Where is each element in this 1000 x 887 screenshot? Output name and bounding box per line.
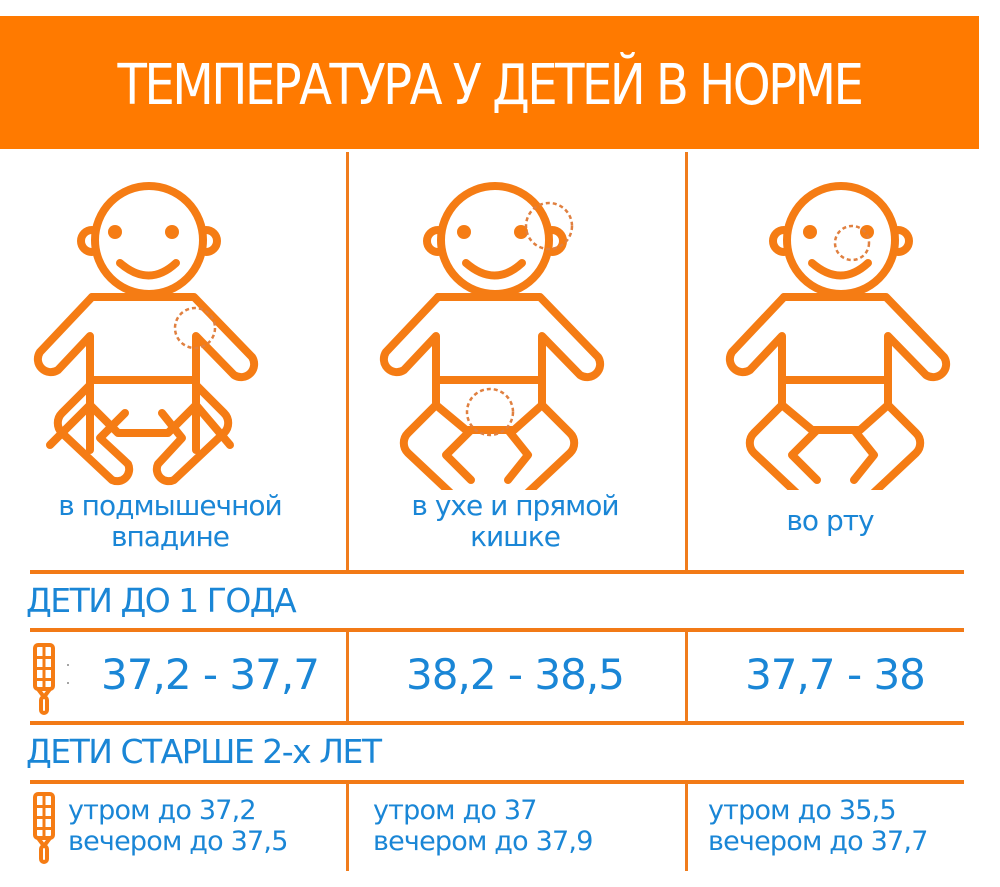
group-title-under-1: ДЕТИ ДО 1 ГОДА (26, 581, 297, 620)
divider-line (30, 570, 964, 574)
site-label-line1: в подмышечной (58, 489, 282, 522)
column-divider (685, 783, 688, 871)
value-ear-rectum-over-2: утром до 37 вечером до 37,9 (373, 795, 593, 857)
site-label-mouth: во рту (690, 505, 970, 536)
title-banner: ТЕМПЕРАТУРА У ДЕТЕЙ В НОРМЕ (0, 16, 979, 149)
morning-value: утром до 37 (373, 795, 537, 826)
baby-ear-rectum-icon (379, 182, 605, 490)
divider-line (30, 628, 964, 632)
decorative-dot (67, 682, 69, 684)
baby-mouth-icon (725, 182, 951, 490)
site-label-line2: впадине (110, 520, 230, 553)
site-label-armpit: в подмышечной впадине (10, 490, 330, 552)
evening-value: вечером до 37,7 (708, 826, 928, 857)
divider-line (30, 780, 964, 784)
column-divider (346, 152, 349, 572)
value-armpit-under-1: 37,2 - 37,7 (101, 650, 320, 699)
value-mouth-under-1: 37,7 - 38 (745, 650, 926, 699)
page-title: ТЕМПЕРАТУРА У ДЕТЕЙ В НОРМЕ (117, 53, 864, 118)
value-ear-rectum-under-1: 38,2 - 38,5 (406, 650, 625, 699)
evening-value: вечером до 37,9 (373, 826, 593, 857)
thermometer-icon (33, 643, 55, 715)
column-divider (346, 783, 349, 871)
thermometer-icon (33, 792, 55, 864)
morning-value: утром до 37,2 (68, 795, 257, 826)
column-divider (346, 630, 349, 722)
baby-armpit-legs-icon (53, 381, 233, 486)
value-mouth-over-2: утром до 35,5 вечером до 37,7 (708, 795, 928, 857)
site-label-line2: кишке (470, 520, 561, 553)
morning-value: утром до 35,5 (708, 795, 897, 826)
decorative-dot (67, 664, 69, 666)
group-title-over-2: ДЕТИ СТАРШЕ 2-х ЛЕТ (26, 732, 382, 771)
column-divider (685, 630, 688, 722)
site-label-line1: во рту (786, 504, 874, 537)
divider-line (30, 721, 964, 725)
site-label-line1: в ухе и прямой (411, 489, 619, 522)
site-label-ear-rectum: в ухе и прямой кишке (350, 490, 680, 552)
column-divider (685, 152, 688, 572)
value-armpit-over-2: утром до 37,2 вечером до 37,5 (68, 795, 288, 857)
evening-value: вечером до 37,5 (68, 826, 288, 857)
baby-armpit-icon (33, 182, 259, 454)
